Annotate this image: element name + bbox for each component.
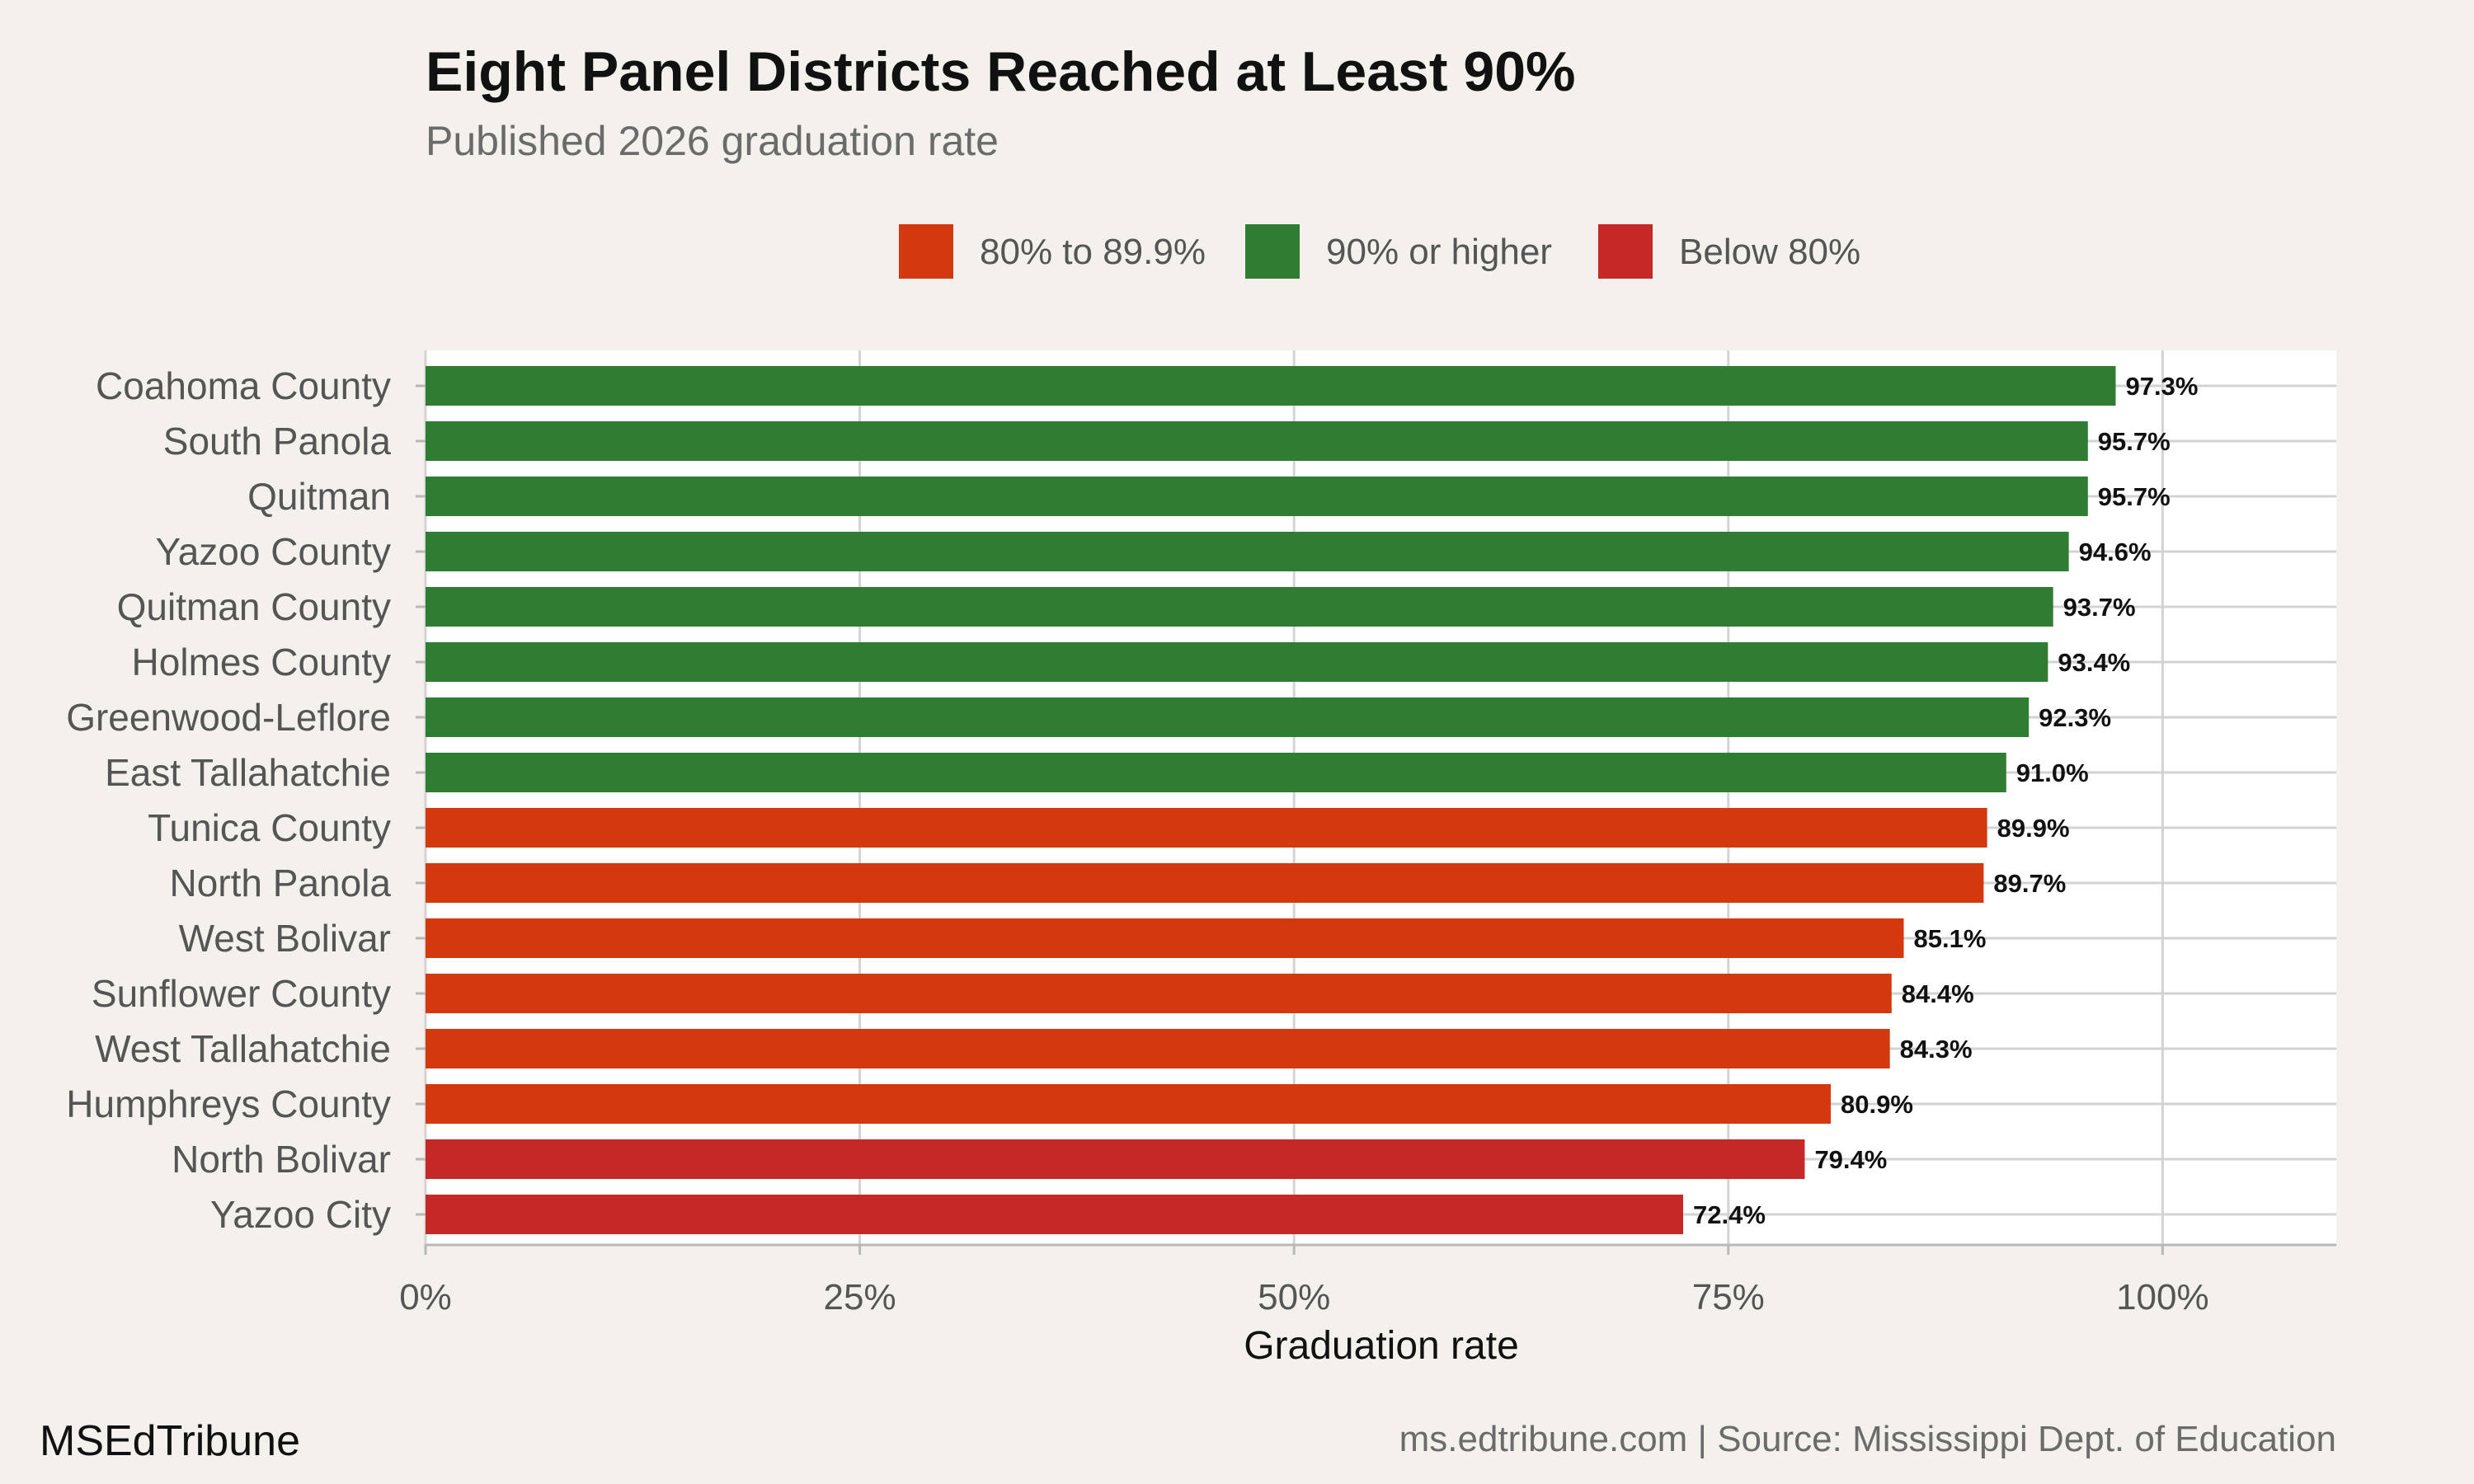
bar-value-label: 91.0% <box>2016 758 2089 787</box>
bar <box>426 366 2116 406</box>
bar-value-label: 92.3% <box>2039 703 2111 732</box>
bar <box>426 642 2048 682</box>
bar <box>426 587 2053 627</box>
bar <box>426 421 2088 461</box>
bar <box>426 1195 1684 1234</box>
bar-value-label: 89.7% <box>1993 869 2066 898</box>
bar-value-label: 89.9% <box>1997 814 2070 843</box>
bar-value-label: 94.6% <box>2079 538 2152 566</box>
bar <box>426 1084 1832 1124</box>
legend-label: 80% to 89.9% <box>980 232 1206 272</box>
bar <box>426 808 1987 848</box>
x-axis-ticks: 0% 25% 50% 75% 100% <box>399 1245 2209 1317</box>
x-tick-label: 100% <box>2116 1277 2209 1317</box>
category-label: East Tallahatchie <box>105 751 391 794</box>
category-label: West Tallahatchie <box>95 1027 391 1070</box>
bar-value-label: 95.7% <box>2098 482 2171 511</box>
x-tick-label: 0% <box>399 1277 452 1317</box>
category-label: Quitman County <box>117 585 391 628</box>
bar <box>426 532 2069 571</box>
bar <box>426 974 1892 1013</box>
bar-value-label: 95.7% <box>2098 427 2171 456</box>
bar <box>426 753 2006 792</box>
category-label: Quitman <box>247 475 391 518</box>
category-label: Coahoma County <box>96 364 391 407</box>
category-labels: Coahoma County South Panola Quitman Yazoo C… <box>66 364 426 1236</box>
chart-subtitle: Published 2026 graduation rate <box>426 118 999 164</box>
x-tick-label: 50% <box>1258 1277 1330 1317</box>
brand-name: MSEdTribune <box>40 1417 300 1465</box>
legend-swatch <box>1245 224 1300 279</box>
source-note: ms.edtribune.com | Source: Mississippi D… <box>1399 1419 2336 1459</box>
category-label: North Panola <box>170 862 392 904</box>
category-label: Humphreys County <box>66 1082 391 1125</box>
bars <box>426 366 2116 1234</box>
legend-label: Below 80% <box>1679 232 1860 272</box>
legend-swatch <box>899 224 953 279</box>
bar-value-label: 93.7% <box>2063 593 2136 622</box>
category-label: North Bolivar <box>172 1138 391 1181</box>
bar-value-label: 97.3% <box>2125 372 2198 401</box>
category-label: West Bolivar <box>179 917 391 960</box>
bar-value-label: 79.4% <box>1814 1145 1887 1174</box>
category-label: Tunica County <box>148 806 391 849</box>
bar-value-label: 72.4% <box>1693 1200 1766 1229</box>
chart-title: Eight Panel Districts Reached at Least 9… <box>426 40 1576 103</box>
bar <box>426 1029 1890 1068</box>
bar <box>426 1139 1805 1179</box>
category-label: Yazoo City <box>210 1193 391 1236</box>
bar <box>426 918 1904 958</box>
bar-value-label: 84.3% <box>1900 1035 1973 1064</box>
x-tick-label: 25% <box>824 1277 896 1317</box>
bar <box>426 863 1984 903</box>
bar-value-label: 85.1% <box>1914 924 1987 953</box>
legend: 80% to 89.9% 90% or higher Below 80% <box>899 224 1860 279</box>
legend-label: 90% or higher <box>1326 232 1552 272</box>
legend-swatch <box>1598 224 1653 279</box>
x-tick-label: 75% <box>1692 1277 1765 1317</box>
bar-value-label: 80.9% <box>1841 1090 1913 1119</box>
category-label: Greenwood-Leflore <box>66 696 391 739</box>
value-labels: 97.3% 95.7% 95.7% 94.6% 93.7% 93.4% 92.3% 91.0%… <box>1693 372 2198 1229</box>
bar <box>426 697 2030 737</box>
bar <box>426 477 2088 516</box>
bar-value-label: 93.4% <box>2058 648 2130 677</box>
x-axis-title: Graduation rate <box>1244 1324 1519 1368</box>
category-label: South Panola <box>163 420 392 463</box>
category-label: Yazoo County <box>155 530 391 573</box>
category-label: Sunflower County <box>92 972 391 1015</box>
bar-value-label: 84.4% <box>1902 979 1974 1008</box>
category-label: Holmes County <box>132 641 391 683</box>
